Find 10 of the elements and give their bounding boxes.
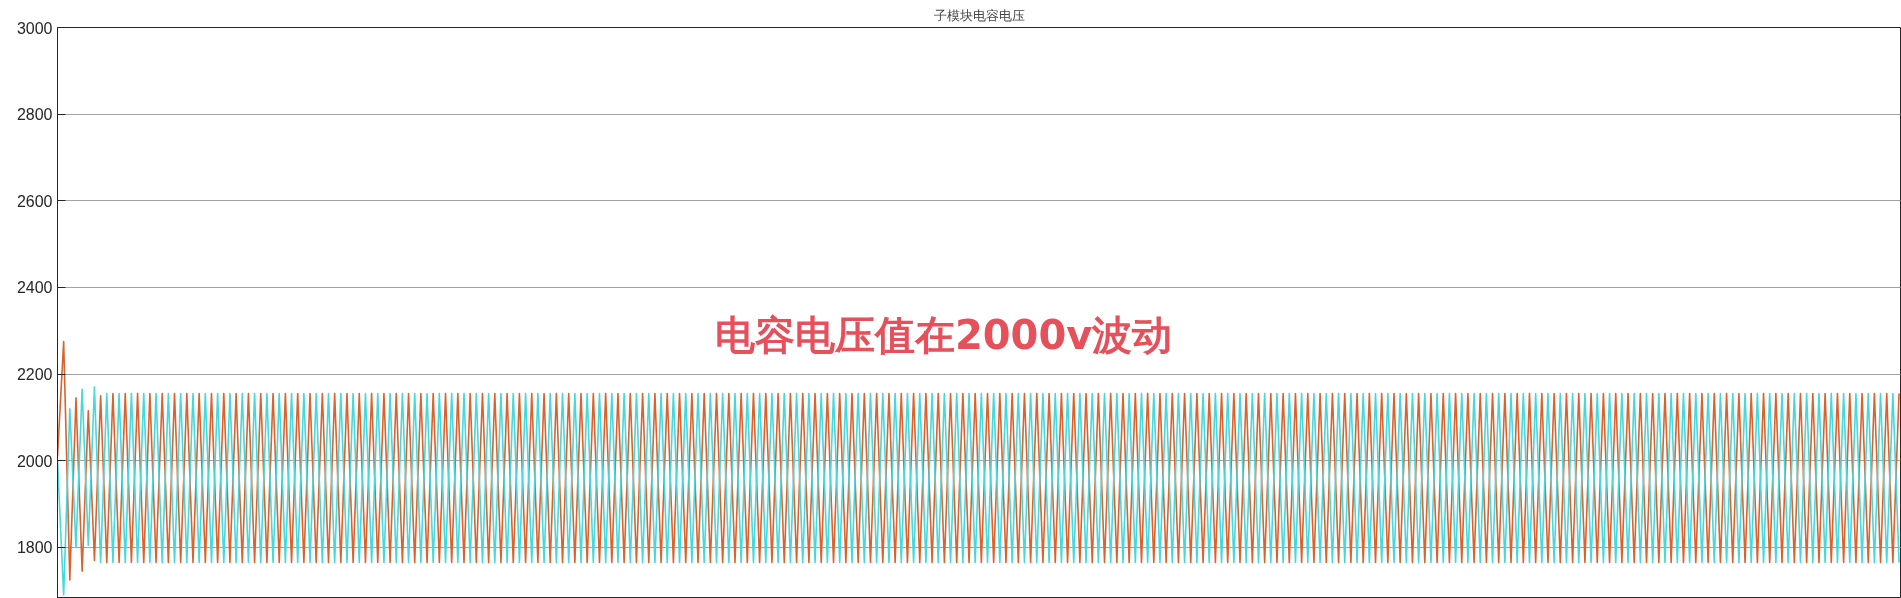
y-tick-label: 3000 bbox=[16, 19, 53, 37]
y-tick-label: 2200 bbox=[16, 366, 53, 384]
annotation: 电容电压值在2000v波动 bbox=[714, 312, 1173, 359]
line-series bbox=[57, 386, 1900, 596]
chart-title: 子模块电容电压 bbox=[934, 7, 1025, 23]
y-tick-label: 2800 bbox=[16, 106, 53, 124]
y-tick-label: 1800 bbox=[16, 539, 53, 557]
y-tick-label: 2400 bbox=[16, 279, 53, 297]
y-tick-label: 2600 bbox=[16, 192, 53, 210]
y-tick-label: 2000 bbox=[16, 452, 53, 470]
